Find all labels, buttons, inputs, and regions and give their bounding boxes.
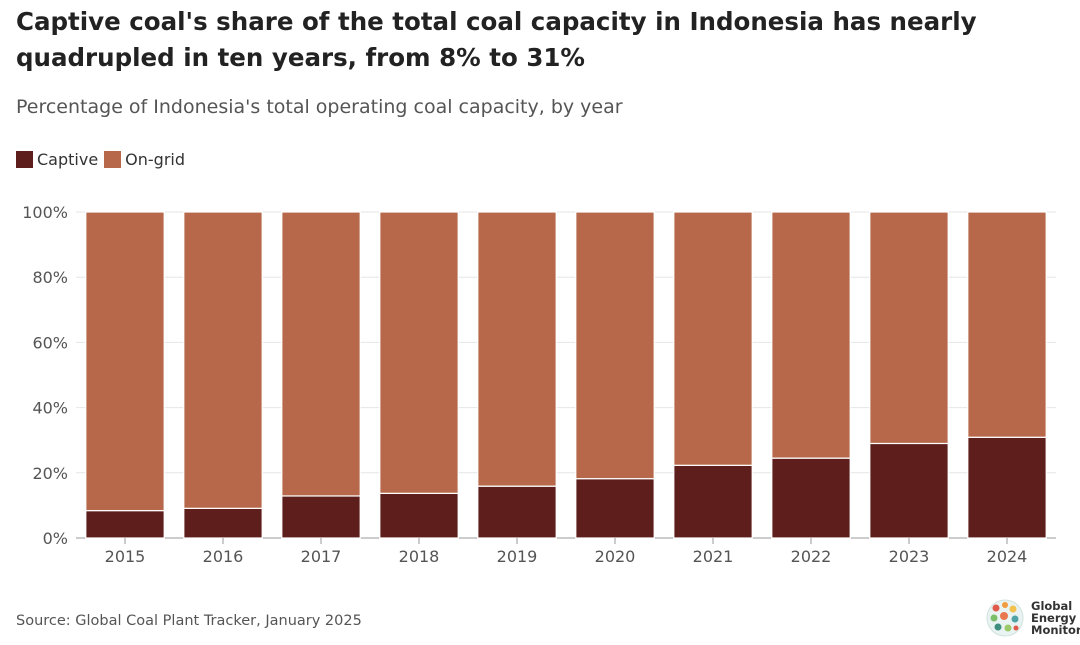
legend: Captive On-grid bbox=[16, 150, 191, 169]
x-tick-label: 2015 bbox=[105, 547, 146, 566]
bar-captive[interactable] bbox=[477, 485, 557, 539]
bar-captive[interactable] bbox=[379, 492, 459, 539]
legend-item-captive[interactable]: Captive bbox=[16, 150, 98, 169]
bar-captive[interactable] bbox=[183, 507, 263, 539]
y-tick-label: 80% bbox=[32, 268, 68, 287]
bar-captive[interactable] bbox=[967, 436, 1047, 539]
bar-on-grid[interactable] bbox=[379, 211, 459, 494]
bar-captive[interactable] bbox=[85, 510, 165, 539]
bar-captive[interactable] bbox=[575, 478, 655, 539]
logo-text-line2: Energy bbox=[1031, 611, 1077, 625]
bar-on-grid[interactable] bbox=[575, 211, 655, 480]
stacked-bar-chart: 0%20%40%60%80%100% 2015 2016 2017 2018 2019 2… bbox=[22, 203, 1056, 566]
legend-label-captive: Captive bbox=[37, 150, 99, 169]
y-tick-label: 0% bbox=[43, 529, 68, 548]
x-tick-label: 2019 bbox=[497, 547, 538, 566]
bar-captive[interactable] bbox=[673, 464, 753, 539]
x-tick-label: 2018 bbox=[399, 547, 440, 566]
x-tick-label: 2021 bbox=[693, 547, 734, 566]
legend-item-on-grid[interactable]: On-grid bbox=[104, 150, 185, 169]
y-tick-label: 20% bbox=[32, 464, 68, 483]
y-tick-label: 60% bbox=[32, 333, 68, 352]
globe-icon bbox=[986, 599, 1024, 637]
y-axis-ticks: 0% 20% 40% 60% 80% 100% bbox=[22, 203, 68, 548]
bar-on-grid[interactable] bbox=[85, 211, 165, 512]
logo-text-line1: Global bbox=[1031, 599, 1073, 613]
bar-on-grid[interactable] bbox=[673, 211, 753, 466]
y-tick-label: 40% bbox=[32, 399, 68, 418]
bar-on-grid[interactable] bbox=[477, 211, 557, 487]
bar-on-grid[interactable] bbox=[967, 211, 1047, 438]
bar-on-grid[interactable] bbox=[771, 211, 851, 459]
bar-on-grid[interactable] bbox=[281, 211, 361, 497]
source-note: Source: Global Coal Plant Tracker, Janua… bbox=[16, 613, 362, 629]
bar-captive[interactable] bbox=[771, 457, 851, 539]
gem-logo: Global Energy Monitor bbox=[985, 598, 1080, 638]
x-axis-ticks: 2015 2016 2017 2018 2019 2020 2021 2022 2023 2024 bbox=[105, 538, 1028, 566]
x-tick-label: 2023 bbox=[889, 547, 930, 566]
bar-captive[interactable] bbox=[869, 442, 949, 539]
legend-swatch-captive bbox=[16, 151, 33, 168]
x-tick-label: 2022 bbox=[791, 547, 832, 566]
x-tick-label: 2016 bbox=[203, 547, 244, 566]
chart-title: Captive coal's share of the total coal c… bbox=[16, 7, 977, 72]
legend-swatch-on-grid bbox=[104, 151, 122, 168]
bar-captive[interactable] bbox=[281, 495, 361, 539]
y-tick-label: 100% bbox=[22, 203, 68, 222]
legend-label-on-grid: On-grid bbox=[125, 150, 186, 169]
bar-on-grid[interactable] bbox=[869, 211, 949, 445]
chart-subtitle: Percentage of Indonesia's total operatin… bbox=[16, 96, 623, 118]
bars bbox=[85, 211, 1047, 539]
x-tick-label: 2017 bbox=[301, 547, 342, 566]
x-tick-label: 2020 bbox=[595, 547, 636, 566]
bar-on-grid[interactable] bbox=[183, 211, 263, 509]
logo-text-line3: Monitor bbox=[1031, 623, 1080, 637]
x-tick-label: 2024 bbox=[987, 547, 1028, 566]
